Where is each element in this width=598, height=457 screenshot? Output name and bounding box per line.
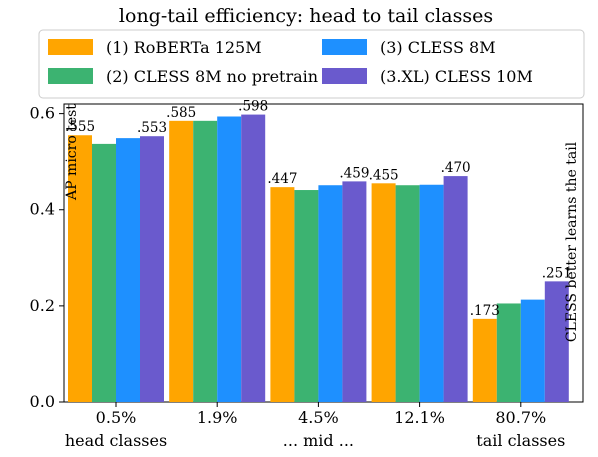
legend-swatch-2 <box>48 68 93 84</box>
data-label-1: .555 <box>65 119 95 135</box>
bar-3-series-2 <box>294 190 319 402</box>
bar-2-series-3 <box>217 116 242 403</box>
bar-5-series-3 <box>520 299 545 402</box>
bar-3-series-3 <box>318 185 343 402</box>
legend-label-4: (3.XL) CLESS 10M <box>380 67 533 86</box>
bar-4-series-2 <box>395 185 420 402</box>
bars-group <box>68 114 569 403</box>
bar-4-series-3 <box>419 184 444 402</box>
bar-3-series-1 <box>270 187 295 402</box>
x-tick-label-3: 4.5% <box>298 408 339 427</box>
data-label-5: .447 <box>267 171 297 187</box>
legend-label-3: (3) CLESS 8M <box>380 38 496 57</box>
bar-1-series-2 <box>92 143 116 402</box>
legend-label-1: (1) RoBERTa 125M <box>106 38 262 57</box>
y-tick-label-2: 0.2 <box>30 296 55 315</box>
bar-1-series-4 <box>140 136 164 402</box>
bar-4-series-4 <box>443 176 468 402</box>
x-tick-label-2: 1.9% <box>197 408 238 427</box>
legend-swatch-1 <box>48 39 93 55</box>
data-label-7: .455 <box>369 167 399 183</box>
bar-5-series-4 <box>544 281 569 402</box>
legend-label-2: (2) CLESS 8M no pretrain <box>106 67 318 86</box>
x-axis: 0.5% head classes 1.9% 4.5% ... mid ... 12.1%… <box>65 402 565 450</box>
legend: (1) RoBERTa 125M (2) CLESS 8M no pretrain… <box>38 29 585 99</box>
legend-frame <box>38 29 585 99</box>
data-label-6: .459 <box>339 165 369 181</box>
legend-swatch-3 <box>322 39 367 55</box>
y-axis: 0.0 0.2 0.4 0.6 <box>30 104 64 411</box>
x-tick-label-1: 0.5% <box>96 408 137 427</box>
bar-4-series-1 <box>371 183 396 402</box>
data-label-4: .598 <box>238 99 268 115</box>
bar-3-series-4 <box>342 181 367 402</box>
bar-2-series-1 <box>169 120 194 403</box>
y-axis-label: AP micro test <box>64 104 80 201</box>
y-tick-label-1: 0.0 <box>30 392 55 411</box>
x-tick-label-4: 12.1% <box>394 408 445 427</box>
bar-1-series-3 <box>116 138 140 403</box>
bar-5-series-2 <box>496 303 521 402</box>
right-annotation: CLESS better learns the tail <box>564 141 580 342</box>
data-labels-group: .555 .553.585 .598 .447 .459.455 .470 .173 .251 <box>65 99 572 319</box>
bar-5-series-1 <box>472 318 497 402</box>
data-label-3: .585 <box>166 105 196 121</box>
x-tick-label-5: 80.7% <box>495 408 546 427</box>
y-tick-label-4: 0.6 <box>30 104 55 123</box>
bar-2-series-4 <box>241 114 266 403</box>
data-label-2: .553 <box>137 120 167 136</box>
x-sublabel-5: tail classes <box>476 431 565 450</box>
bar-1-series-1 <box>68 135 92 402</box>
data-label-9: .173 <box>470 303 500 319</box>
x-sublabel-1: head classes <box>65 431 167 450</box>
legend-swatch-4 <box>322 68 367 84</box>
data-label-10: .251 <box>542 265 572 281</box>
data-label-8: .470 <box>441 160 471 176</box>
bar-2-series-2 <box>193 120 218 403</box>
x-sublabel-3: ... mid ... <box>283 431 354 450</box>
y-tick-label-3: 0.4 <box>30 200 55 219</box>
chart-title: long-tail efficiency: head to tail class… <box>119 5 493 27</box>
